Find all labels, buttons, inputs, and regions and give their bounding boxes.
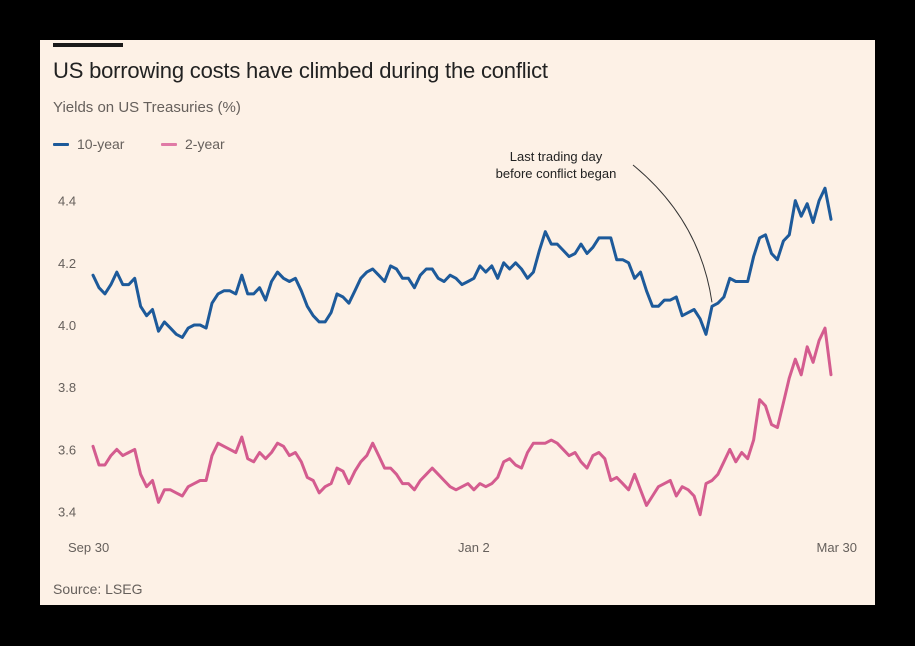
legend-swatch-2-year [161,142,177,146]
y-axis: 4.4 4.2 4.0 3.8 3.6 3.4 [58,194,76,520]
series-line-10-year [91,186,833,339]
chart-subtitle: Yields on US Treasuries (%) [53,99,241,116]
legend-label-2-year: 2-year [185,136,225,152]
header-accent-bar [53,43,123,47]
x-axis: Sep 30 Jan 2 Mar 30 [68,540,857,555]
y-tick-label: 3.6 [58,442,76,457]
legend-item-10-year: 10-year [53,136,124,152]
y-tick-label: 4.0 [58,318,76,333]
series-line-2-year [91,326,833,517]
annotation-leader-line [632,164,713,303]
annotation-text: before conflict began [496,166,617,181]
y-tick-label: 4.2 [58,256,76,271]
source-note: Source: LSEG [53,581,143,597]
x-tick-label: Jan 2 [458,540,490,555]
legend-label-10-year: 10-year [77,136,125,152]
x-tick-label: Mar 30 [817,540,857,555]
x-tick-label: Sep 30 [68,540,109,555]
plot-area [91,186,833,517]
y-tick-label: 3.4 [58,505,76,520]
chart-panel: US borrowing costs have climbed during t… [40,40,875,605]
annotation: Last trading day before conflict began [496,149,713,303]
y-tick-label: 3.8 [58,380,76,395]
legend-item-2-year: 2-year [161,136,225,152]
annotation-text: Last trading day [510,149,603,164]
chart-title: US borrowing costs have climbed during t… [53,58,548,83]
y-tick-label: 4.4 [58,194,76,209]
legend-swatch-10-year [53,142,69,146]
